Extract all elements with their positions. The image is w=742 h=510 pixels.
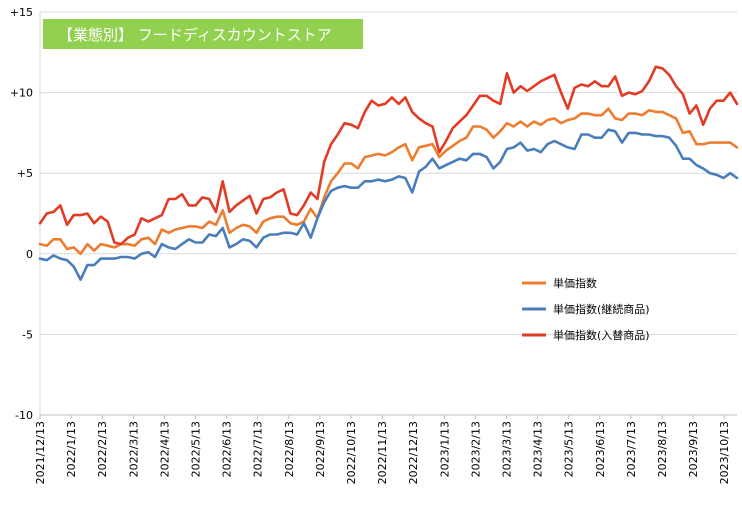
y-tick-label: -5 <box>22 328 33 341</box>
y-tick-label: +5 <box>17 167 33 180</box>
x-tick-label: 2022/3/13 <box>127 421 140 477</box>
x-tick-label: 2022/4/13 <box>158 421 171 477</box>
y-tick-label: -10 <box>15 409 33 422</box>
x-tick-label: 2022/12/13 <box>407 421 420 484</box>
x-tick-label: 2023/8/13 <box>656 421 669 477</box>
x-tick-label: 2023/10/13 <box>718 421 731 484</box>
chart-title-box <box>43 19 363 49</box>
x-tick-label: 2022/8/13 <box>283 421 296 477</box>
chart-title: 【業態別】 フードディスカウントストア <box>58 26 332 44</box>
x-tick-label: 2022/10/13 <box>345 421 358 484</box>
y-tick-label: +15 <box>10 6 33 19</box>
series-line <box>38 128 739 281</box>
x-tick-label: 2023/1/13 <box>438 421 451 477</box>
x-tick-label: 2023/7/13 <box>625 421 638 477</box>
x-tick-label: 2021/12/13 <box>34 421 47 484</box>
legend-label: 単価指数(継続商品) <box>553 302 650 316</box>
x-tick-label: 2023/2/13 <box>469 421 482 477</box>
x-tick-label: 2022/6/13 <box>221 421 234 477</box>
x-tick-label: 2023/5/13 <box>563 421 576 477</box>
legend-label: 単価指数 <box>553 276 597 290</box>
chart-grid <box>40 11 737 416</box>
series-line <box>38 107 739 256</box>
x-tick-label: 2022/5/13 <box>190 421 203 477</box>
x-tick-label: 2022/2/13 <box>96 421 109 477</box>
chart-series <box>38 65 739 281</box>
x-tick-label: 2023/9/13 <box>687 421 700 477</box>
legend-label: 単価指数(入替商品) <box>553 328 650 342</box>
x-tick-label: 2023/6/13 <box>594 421 607 477</box>
x-tick-label: 2022/11/13 <box>376 421 389 484</box>
y-tick-label: 0 <box>26 248 33 261</box>
x-tick-label: 2022/7/13 <box>252 421 265 477</box>
series-line <box>38 65 739 246</box>
x-tick-label: 2022/9/13 <box>314 421 327 477</box>
y-tick-label: +10 <box>10 87 33 100</box>
x-tick-label: 2022/1/13 <box>65 421 78 477</box>
x-tick-label: 2023/3/13 <box>501 421 514 477</box>
x-tick-label: 2023/4/13 <box>532 421 545 477</box>
